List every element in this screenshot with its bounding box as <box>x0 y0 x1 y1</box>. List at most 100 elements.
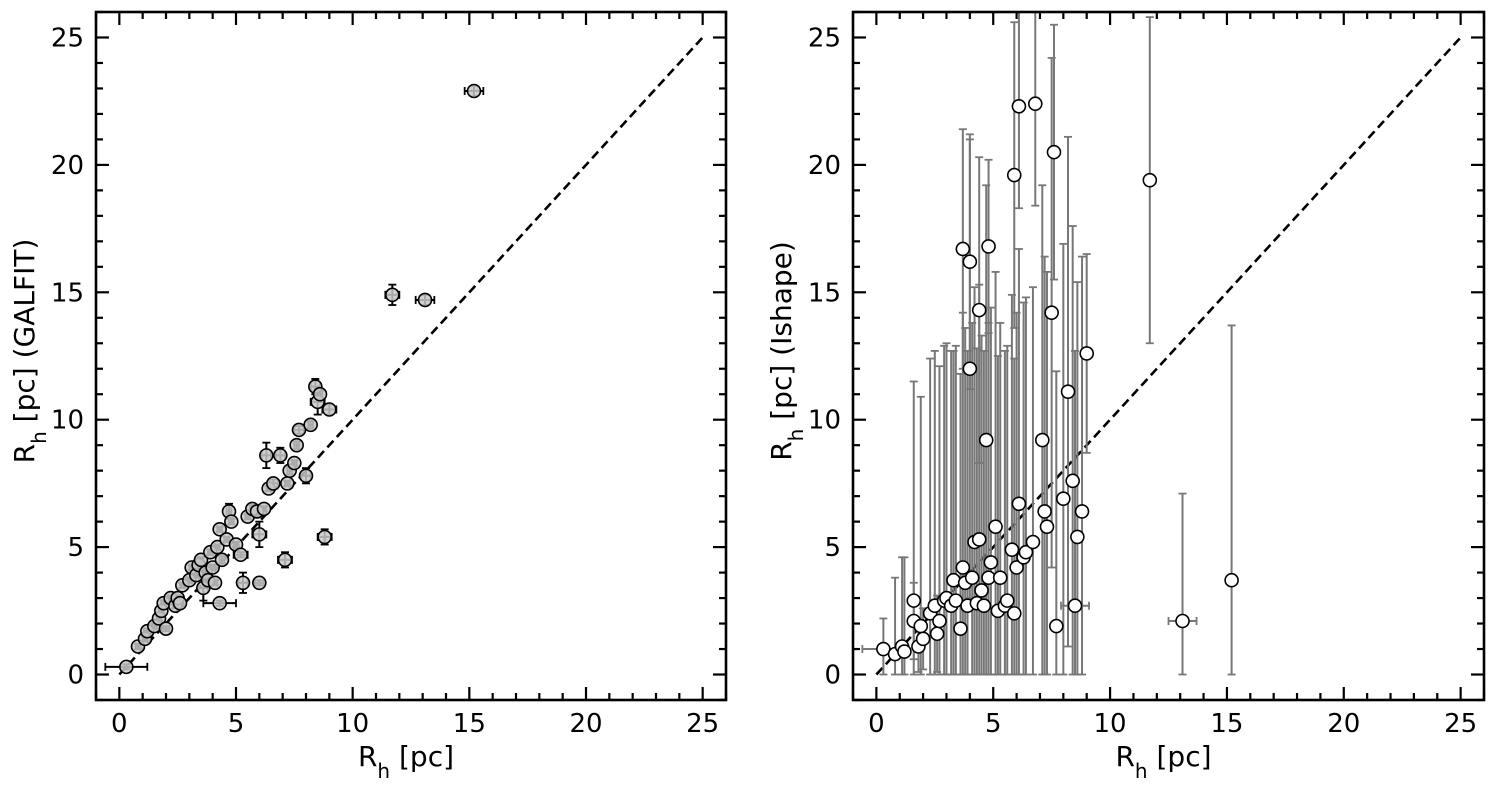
data-point <box>1067 598 1083 614</box>
x-tick-label: 25 <box>1444 709 1477 739</box>
data-point <box>193 552 209 568</box>
x-tick-label: 0 <box>111 709 128 739</box>
data-point <box>1018 544 1034 560</box>
data-point <box>1025 534 1041 550</box>
data-point <box>1011 98 1027 114</box>
data-point <box>1006 606 1022 621</box>
data-point <box>962 254 978 270</box>
data-point <box>277 552 293 568</box>
data-point <box>953 621 968 636</box>
data-point <box>214 552 230 568</box>
data-point <box>212 521 227 537</box>
right-panel-ishape: 0 5 10 15 20 25 0 5 10 15 20 25 Rh [pc] Rh [pc] (Isha… <box>765 10 1486 783</box>
data-point <box>259 448 274 463</box>
data-point <box>971 532 987 547</box>
data-point <box>233 547 248 563</box>
data-point <box>287 455 302 471</box>
data-point <box>1060 384 1076 399</box>
data-point <box>1004 542 1020 557</box>
data-point <box>322 402 337 417</box>
left-panel-galfit: 0 5 10 15 20 25 0 5 10 15 20 25 Rh [pc] Rh [pc] (GALF… <box>8 10 728 783</box>
data-point <box>929 626 945 642</box>
data-point <box>1074 504 1090 519</box>
data-point <box>317 529 332 545</box>
data-point <box>1037 504 1052 519</box>
data-point <box>1027 96 1043 112</box>
data-point <box>1046 144 1062 160</box>
data-point <box>417 292 433 308</box>
x-axis-label: Rh [pc] <box>358 740 454 783</box>
data-point <box>385 287 400 303</box>
data-point <box>280 476 295 491</box>
data-point <box>1006 167 1022 183</box>
y-axis-label: Rh [pc] (Ishape) <box>765 241 808 461</box>
data-point <box>1011 496 1027 512</box>
data-point <box>897 644 912 659</box>
data-point <box>210 539 225 555</box>
data-point <box>1039 519 1055 535</box>
data-point <box>256 501 272 517</box>
y-tick-label: 0 <box>67 661 84 691</box>
data-point <box>207 575 223 591</box>
data-point <box>962 361 978 377</box>
error-bars <box>104 84 485 671</box>
x-tick-label: 5 <box>985 709 1002 739</box>
data-point <box>999 593 1015 608</box>
data-point <box>224 514 239 529</box>
data-point <box>981 239 996 254</box>
axis-ticks <box>94 10 728 702</box>
data-point <box>1065 473 1080 489</box>
x-tick-label: 15 <box>453 709 486 739</box>
x-tick-label: 5 <box>228 709 245 739</box>
data-point <box>983 555 999 570</box>
x-tick-label: 15 <box>1210 709 1243 739</box>
x-tick-label: 0 <box>868 709 885 739</box>
data-point <box>298 468 314 484</box>
data-point <box>906 593 922 608</box>
data-point <box>1009 560 1024 575</box>
y-tick-label: 20 <box>808 151 841 181</box>
data-point <box>992 570 1008 585</box>
data-point <box>289 437 304 453</box>
data-point <box>1224 572 1239 588</box>
plot-frame <box>851 10 1486 702</box>
x-axis-label: Rh [pc] <box>1115 740 1211 783</box>
data-point <box>915 631 931 647</box>
y-tick-label: 25 <box>808 23 841 53</box>
y-tick-label: 15 <box>51 278 84 308</box>
data-point <box>955 241 971 257</box>
data-point <box>978 432 994 448</box>
x-tick-label: 10 <box>336 709 369 739</box>
y-tick-label: 25 <box>51 23 84 53</box>
data-points <box>119 83 482 675</box>
x-tick-label: 10 <box>1094 709 1127 739</box>
y-axis-label: Rh [pc] (GALFIT) <box>8 239 51 464</box>
data-point <box>235 575 251 591</box>
data-point <box>974 583 989 598</box>
data-point <box>988 519 1003 535</box>
data-point <box>119 659 134 675</box>
x-tick-label: 20 <box>1327 709 1360 739</box>
data-point <box>955 560 971 575</box>
y-tick-label: 5 <box>67 533 84 563</box>
data-point <box>266 476 281 491</box>
data-point <box>252 527 267 542</box>
y-tick-label: 10 <box>808 406 841 436</box>
data-point <box>1142 172 1158 188</box>
data-point <box>913 618 929 634</box>
data-point <box>312 386 328 402</box>
data-point <box>466 83 482 99</box>
data-point <box>158 621 174 636</box>
data-point <box>1035 432 1050 448</box>
data-point <box>303 417 318 433</box>
y-tick-label: 20 <box>51 151 84 181</box>
x-tick-label: 20 <box>569 709 602 739</box>
x-tick-label: 25 <box>686 709 719 739</box>
data-point <box>971 302 987 318</box>
data-point <box>1175 613 1190 629</box>
data-points <box>876 96 1239 662</box>
data-point <box>976 598 992 614</box>
axis-ticks <box>851 10 1486 702</box>
data-point <box>932 613 947 629</box>
